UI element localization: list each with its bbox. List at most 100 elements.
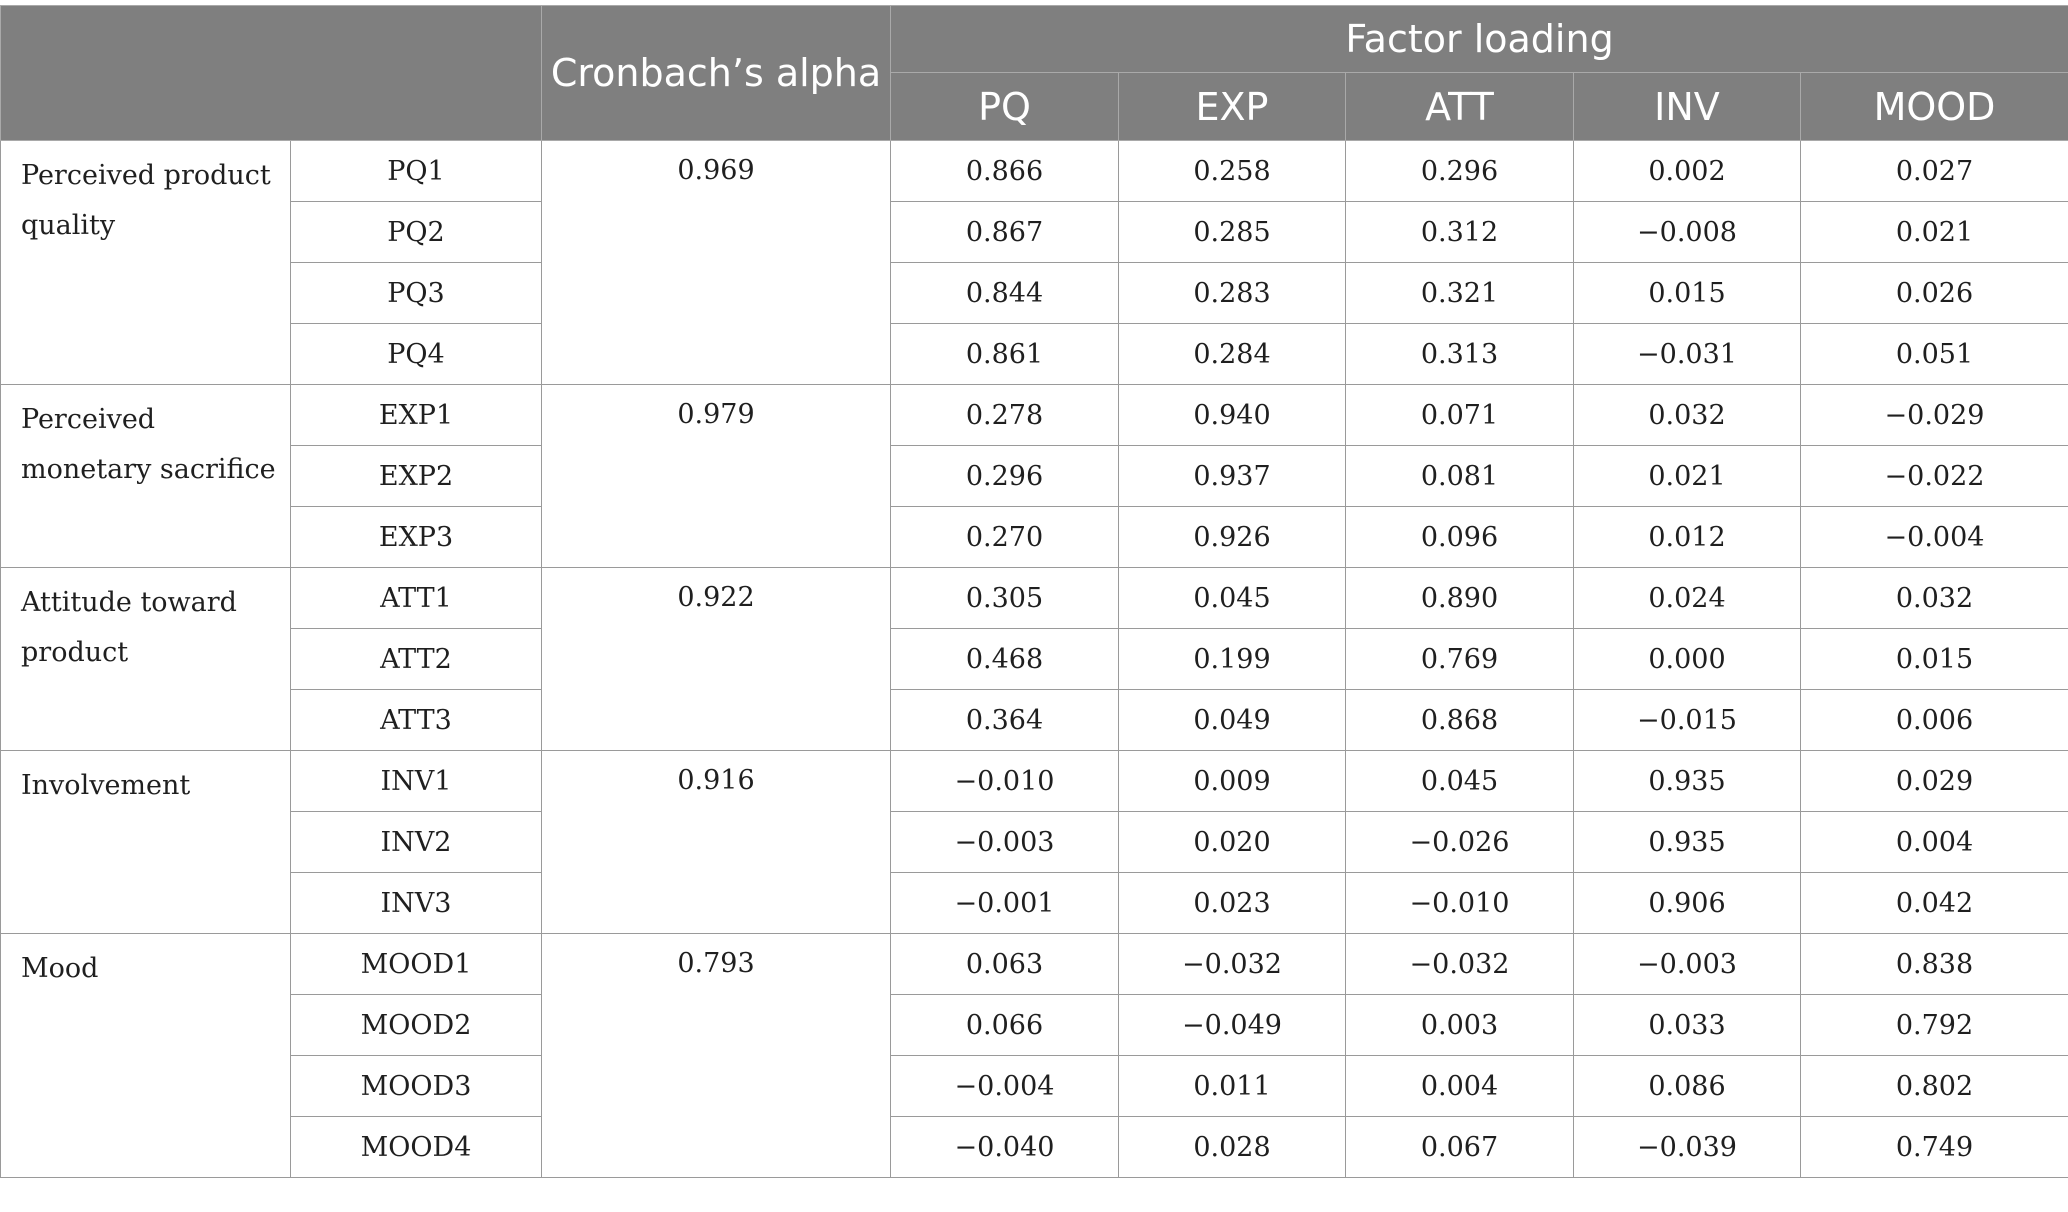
loading-cell: 0.045 xyxy=(1345,750,1574,812)
table-row: PQ2 0.867 0.285 0.312 −0.008 0.021 xyxy=(1,201,2068,263)
table-row: PQ3 0.844 0.283 0.321 0.015 0.026 xyxy=(1,262,2068,324)
loading-cell: −0.010 xyxy=(890,750,1119,812)
loading-cell: 0.003 xyxy=(1345,994,1574,1056)
loading-cell: 0.940 xyxy=(1118,384,1346,446)
loading-cell: −0.010 xyxy=(1345,872,1574,934)
table-row: PQ4 0.861 0.284 0.313 −0.031 0.051 xyxy=(1,323,2068,385)
cronbach-alpha-value: 0.793 xyxy=(541,933,891,1178)
header-cronbach-alpha: Cronbach’s alpha xyxy=(541,5,891,141)
loading-cell: 0.026 xyxy=(1800,262,2068,324)
loading-cell: 0.071 xyxy=(1345,384,1574,446)
header-factor-mood: MOOD xyxy=(1800,72,2068,141)
loading-cell: 0.313 xyxy=(1345,323,1574,385)
loading-cell: −0.004 xyxy=(1800,506,2068,568)
loading-cell: 0.028 xyxy=(1118,1116,1346,1178)
loading-cell: 0.199 xyxy=(1118,628,1346,690)
loading-cell: 0.096 xyxy=(1345,506,1574,568)
header-factor-exp: EXP xyxy=(1118,72,1346,141)
loading-cell: −0.032 xyxy=(1345,933,1574,995)
item-label: ATT3 xyxy=(290,689,542,751)
loading-cell: 0.002 xyxy=(1573,140,1801,202)
item-label: MOOD3 xyxy=(290,1055,542,1117)
loading-cell: 0.011 xyxy=(1118,1055,1346,1117)
cronbach-alpha-value: 0.916 xyxy=(541,750,891,934)
loading-cell: 0.006 xyxy=(1800,689,2068,751)
loading-cell: 0.021 xyxy=(1800,201,2068,263)
item-label: EXP3 xyxy=(290,506,542,568)
loading-cell: −0.015 xyxy=(1573,689,1801,751)
loading-cell: −0.029 xyxy=(1800,384,2068,446)
table-row: EXP3 0.270 0.926 0.096 0.012 −0.004 xyxy=(1,506,2068,568)
loading-cell: 0.868 xyxy=(1345,689,1574,751)
loading-cell: 0.283 xyxy=(1118,262,1346,324)
loading-cell: 0.023 xyxy=(1118,872,1346,934)
loading-cell: 0.270 xyxy=(890,506,1119,568)
loading-cell: −0.004 xyxy=(890,1055,1119,1117)
loading-cell: 0.004 xyxy=(1345,1055,1574,1117)
table-row: Involvement INV1 0.916 −0.010 0.009 0.045 0.93… xyxy=(0,750,2068,934)
loading-cell: 0.042 xyxy=(1800,872,2068,934)
factor-loading-table: Cronbach’s alpha Factor loading PQ EXP A… xyxy=(0,5,2068,1178)
loading-cell: −0.039 xyxy=(1573,1116,1801,1178)
item-label: INV2 xyxy=(290,811,542,873)
loading-cell: −0.003 xyxy=(890,811,1119,873)
loading-cell: 0.051 xyxy=(1800,323,2068,385)
loading-cell: 0.258 xyxy=(1118,140,1346,202)
table-row: INV3 −0.001 0.023 −0.010 0.906 0.042 xyxy=(1,872,2068,934)
loading-cell: 0.009 xyxy=(1118,750,1346,812)
loading-cell: 0.284 xyxy=(1118,323,1346,385)
loading-cell: 0.063 xyxy=(890,933,1119,995)
loading-cell: 0.792 xyxy=(1800,994,2068,1056)
item-label: PQ4 xyxy=(290,323,542,385)
header-factor-pq: PQ xyxy=(890,72,1119,141)
item-label: ATT2 xyxy=(290,628,542,690)
construct-label: Mood xyxy=(0,933,291,1178)
item-label: PQ1 xyxy=(290,140,542,202)
item-label: MOOD4 xyxy=(290,1116,542,1178)
loading-cell: −0.022 xyxy=(1800,445,2068,507)
loading-cell: 0.049 xyxy=(1118,689,1346,751)
cronbach-alpha-value: 0.969 xyxy=(541,140,891,385)
loading-cell: 0.935 xyxy=(1573,750,1801,812)
cronbach-alpha-value: 0.979 xyxy=(541,384,891,568)
loading-cell: 0.067 xyxy=(1345,1116,1574,1178)
loading-cell: 0.285 xyxy=(1118,201,1346,263)
construct-label: Perceived monetary sacrifice xyxy=(0,384,291,568)
loading-cell: −0.026 xyxy=(1345,811,1574,873)
loading-cell: 0.032 xyxy=(1800,567,2068,629)
item-label: INV3 xyxy=(290,872,542,934)
table-row: MOOD3 −0.004 0.011 0.004 0.086 0.802 xyxy=(1,1055,2068,1117)
loading-cell: 0.866 xyxy=(890,140,1119,202)
loading-cell: 0.890 xyxy=(1345,567,1574,629)
table-row: MOOD2 0.066 −0.049 0.003 0.033 0.792 xyxy=(1,994,2068,1056)
loading-cell: 0.802 xyxy=(1800,1055,2068,1117)
loading-cell: −0.040 xyxy=(890,1116,1119,1178)
loading-cell: 0.024 xyxy=(1573,567,1801,629)
loading-cell: 0.312 xyxy=(1345,201,1574,263)
item-label: ATT1 xyxy=(290,567,542,629)
loading-cell: 0.066 xyxy=(890,994,1119,1056)
loading-cell: 0.321 xyxy=(1345,262,1574,324)
table-header: Cronbach’s alpha Factor loading PQ EXP A… xyxy=(0,5,2068,141)
table-row: ATT2 0.468 0.199 0.769 0.000 0.015 xyxy=(1,628,2068,690)
table-row: Perceived product quality PQ1 0.969 0.866 0.… xyxy=(0,140,2068,385)
loading-cell: −0.032 xyxy=(1118,933,1346,995)
loading-cell: 0.861 xyxy=(890,323,1119,385)
loading-cell: 0.906 xyxy=(1573,872,1801,934)
loading-cell: 0.004 xyxy=(1800,811,2068,873)
loading-cell: 0.033 xyxy=(1573,994,1801,1056)
loading-cell: 0.769 xyxy=(1345,628,1574,690)
construct-label: Attitude toward product xyxy=(0,567,291,751)
loading-cell: 0.296 xyxy=(890,445,1119,507)
table-row: Mood MOOD1 0.793 0.063 −0.032 −0.032 −0.003 0.8… xyxy=(0,933,2068,1178)
loading-cell: 0.749 xyxy=(1800,1116,2068,1178)
loading-cell: 0.029 xyxy=(1800,750,2068,812)
header-blank-cell xyxy=(0,5,542,141)
header-factor-loading: Factor loading xyxy=(890,5,2068,73)
loading-cell: 0.020 xyxy=(1118,811,1346,873)
loading-cell: 0.867 xyxy=(890,201,1119,263)
loading-cell: 0.015 xyxy=(1800,628,2068,690)
loading-cell: 0.081 xyxy=(1345,445,1574,507)
item-label: PQ3 xyxy=(290,262,542,324)
loading-cell: −0.003 xyxy=(1573,933,1801,995)
